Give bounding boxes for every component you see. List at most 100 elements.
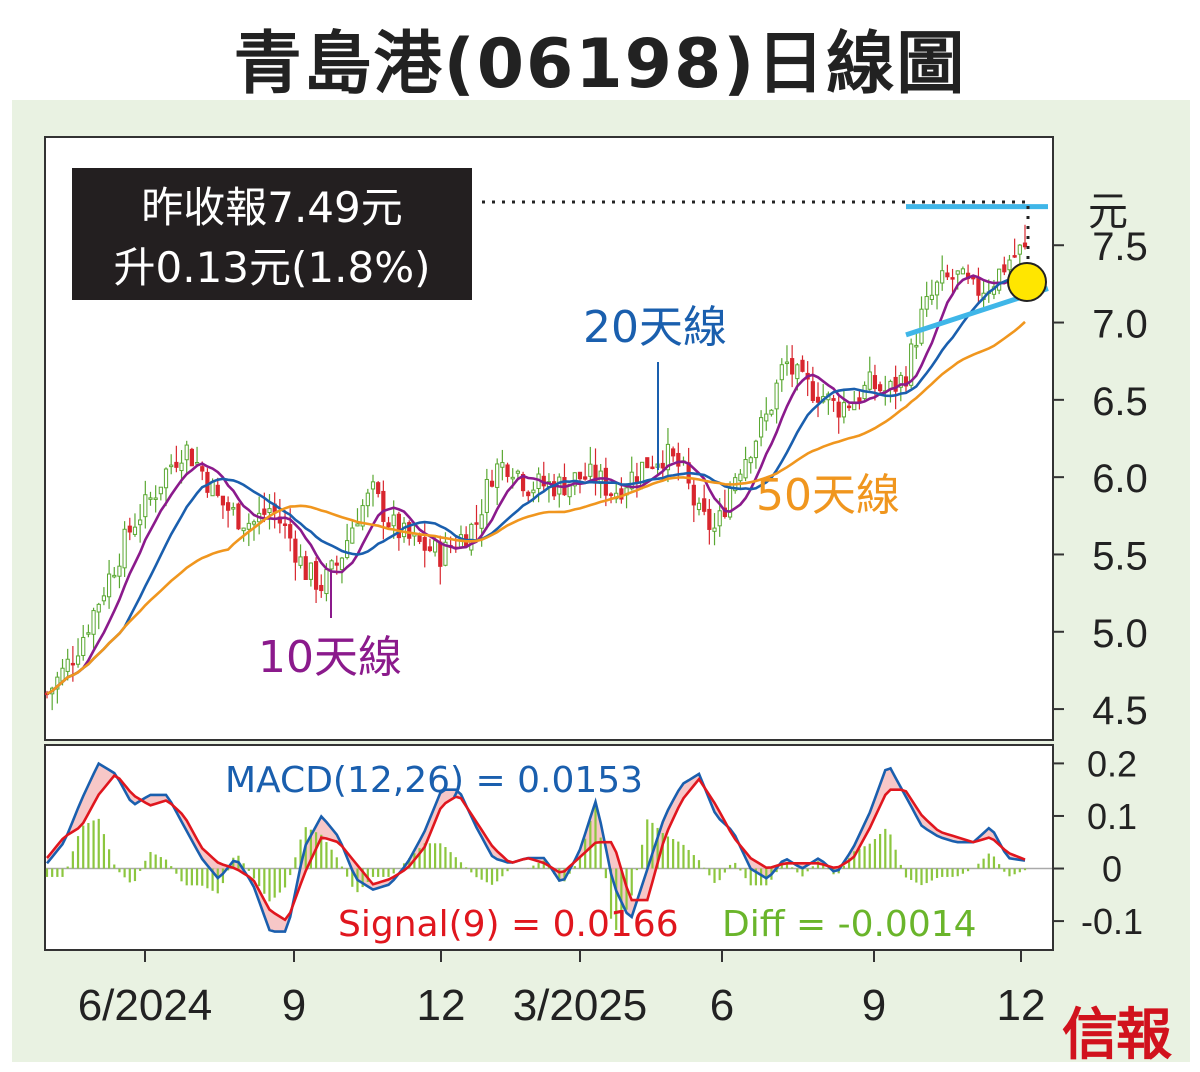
candle-body: [236, 503, 241, 530]
candle-body: [707, 508, 712, 530]
candle-body: [629, 471, 634, 490]
candle-body: [588, 463, 593, 477]
candle-body: [386, 522, 391, 528]
candle-body: [101, 595, 107, 602]
candle-body: [800, 359, 805, 372]
title-bar: 青島港(06198)日線圖: [0, 0, 1200, 104]
candle-body: [914, 344, 919, 348]
axes: 7.5 7.0 6.5 6.0 5.5 5.0 4.5 0.2 0.1 0 -0.1 6/2024 9 1…: [78, 225, 1148, 1030]
candle-body: [893, 376, 898, 392]
macd-y-tick-label: 0.2: [1087, 743, 1137, 784]
candle-body: [231, 507, 236, 510]
candle-body: [738, 473, 743, 482]
info-box: [72, 168, 472, 300]
candle-body: [515, 470, 520, 474]
candle-body: [65, 658, 70, 672]
candle-body: [288, 524, 293, 539]
candle-body: [360, 505, 365, 527]
candle-body: [469, 523, 474, 551]
candle-body: [241, 527, 246, 532]
ma20-line: [46, 271, 1026, 696]
candle-body: [396, 513, 401, 539]
candle-body: [619, 488, 624, 500]
candle-body: [696, 502, 702, 511]
price-y-tick-label: 7.0: [1092, 303, 1148, 347]
candle-body: [153, 497, 158, 500]
x-tick-label: 3/2025: [513, 981, 648, 1030]
candle-body: [831, 398, 836, 401]
ma50-label: 50天線: [756, 470, 900, 521]
candle-body: [1017, 244, 1022, 255]
candle-body: [86, 632, 91, 635]
candle-body: [945, 272, 950, 278]
candle-body: [96, 603, 101, 613]
price-y-tick-label: 6.0: [1092, 457, 1148, 501]
candle-body: [313, 561, 319, 590]
candle-body: [795, 364, 800, 380]
candle-body: [608, 493, 614, 496]
x-tick-label: 6: [710, 981, 734, 1030]
candle-body: [106, 573, 112, 598]
candle-body: [127, 525, 132, 533]
candle-body: [438, 541, 443, 567]
macd-label: MACD(12,26) = 0.0153: [225, 760, 643, 801]
candle-body: [950, 277, 955, 280]
candle-body: [676, 452, 681, 467]
candle-body: [324, 569, 329, 595]
price-y-tick-label: 7.5: [1092, 225, 1148, 269]
candle-body: [924, 296, 929, 310]
candle-body: [91, 610, 96, 635]
candle-body: [846, 405, 852, 409]
candle-body: [55, 676, 60, 690]
chart-title: 青島港(06198)日線圖: [233, 25, 967, 104]
candle-body: [764, 413, 769, 422]
ma10-line: [46, 265, 1026, 696]
candle-body: [334, 562, 339, 566]
candle-body: [790, 358, 795, 375]
candle-body: [143, 494, 148, 518]
candle-body: [479, 514, 484, 529]
candle-body: [784, 361, 790, 365]
candle-body: [200, 466, 205, 472]
candle-body: [215, 484, 220, 496]
candle-body: [671, 448, 676, 457]
candle-body: [919, 308, 924, 344]
candle-body: [81, 636, 86, 656]
candle-body: [308, 562, 314, 580]
candle-body: [577, 471, 583, 480]
candle-body: [226, 502, 231, 511]
moving-averages: [46, 265, 1026, 696]
macd-plot: [45, 761, 1052, 933]
candle-body: [976, 277, 981, 296]
candle-body: [758, 417, 764, 438]
candle-body: [934, 281, 940, 296]
price-y-tick-label: 5.0: [1092, 612, 1148, 656]
candle-body: [526, 491, 531, 497]
close-pointer: [482, 200, 1030, 272]
candle-body: [70, 662, 75, 666]
candle-body: [903, 376, 909, 387]
candle-body: [955, 270, 960, 275]
candle-body: [815, 396, 821, 403]
candle-body: [645, 457, 650, 469]
candle-body: [220, 495, 226, 506]
info-line2: 升0.13元(1.8%): [114, 243, 431, 292]
candle-body: [878, 384, 883, 392]
candle-body: [163, 468, 169, 489]
candle-body: [189, 448, 194, 467]
price-y-tick-label: 5.5: [1092, 534, 1148, 578]
candle-body: [122, 528, 127, 569]
macd-line: [45, 761, 1026, 933]
candle-body: [743, 459, 748, 479]
candle-body: [650, 466, 655, 470]
candle-body: [293, 538, 298, 563]
macd-y-tick-label: -0.1: [1081, 901, 1143, 942]
candle-body: [997, 268, 1002, 291]
ma10-label: 10天線: [258, 632, 402, 683]
candle-body: [1012, 255, 1017, 258]
signal-label: Signal(9) = 0.0166: [338, 904, 679, 945]
price-y-tick-label: 4.5: [1092, 689, 1148, 733]
candle-body: [774, 382, 779, 410]
candle-body: [510, 476, 515, 480]
candle-body: [422, 537, 427, 551]
